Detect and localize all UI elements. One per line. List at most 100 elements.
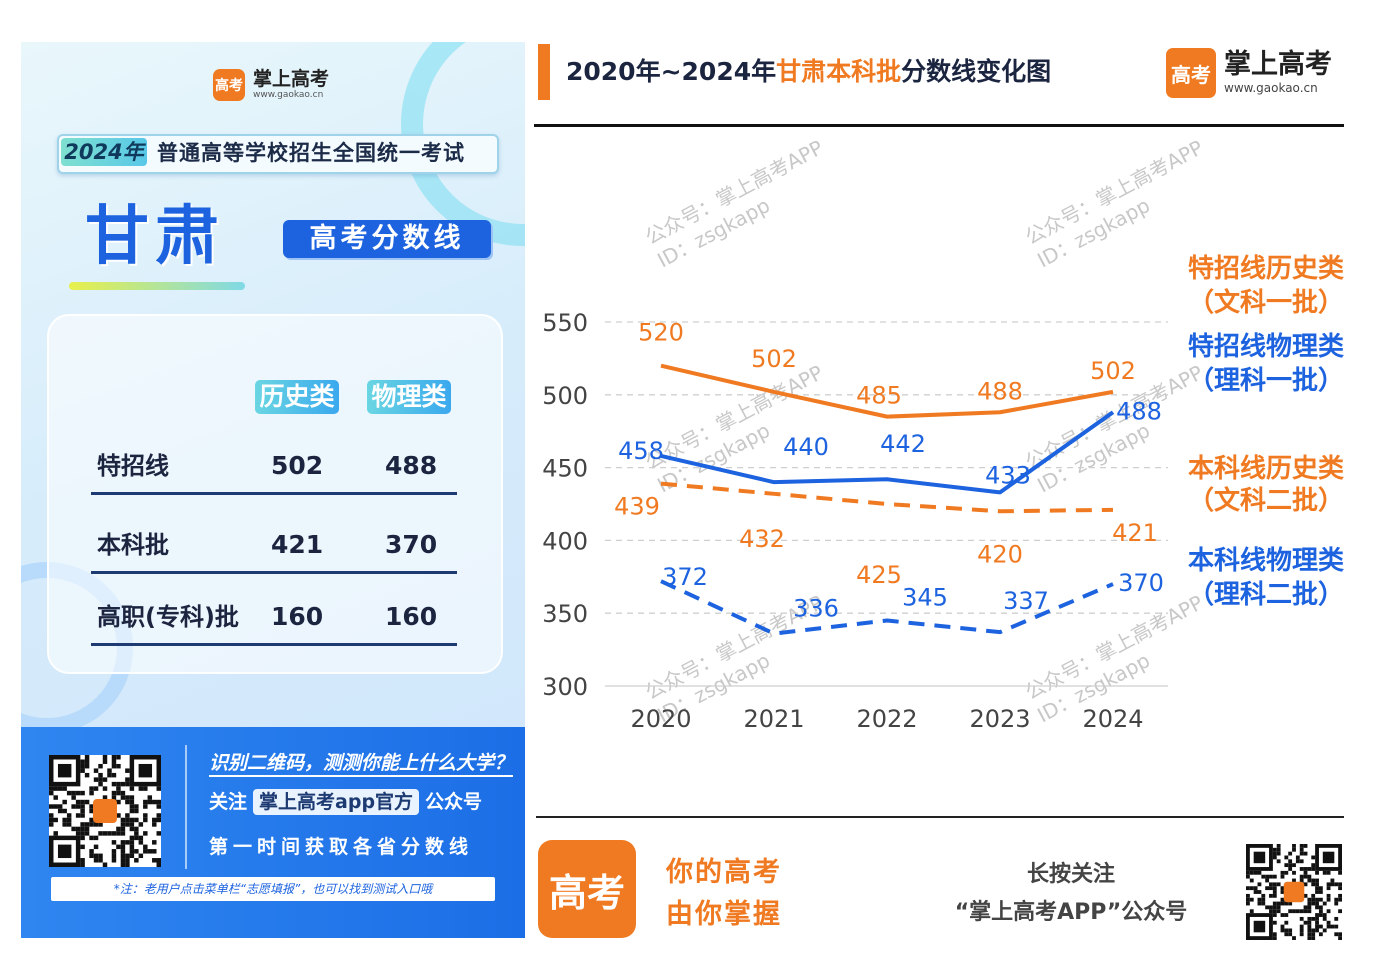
- title-post: 分数线变化图: [901, 57, 1052, 86]
- legend-label: 特招线物理类: [1188, 331, 1344, 362]
- legend-sublabel: （文科二批）: [1188, 485, 1344, 516]
- title-accent-bar: [538, 44, 550, 100]
- legend-sublabel: （文科一批）: [1188, 287, 1344, 318]
- col-history-badge: 历史类: [255, 380, 339, 414]
- footer-follow: 关注 掌上高考app官方 公众号: [209, 789, 482, 815]
- title-highlight: 甘肃本科批: [776, 57, 902, 86]
- gaokao-logo-icon: 高考: [213, 69, 245, 101]
- follow-prefix: 关注: [209, 791, 248, 813]
- legend-label: 特招线历史类: [1188, 253, 1344, 284]
- footer-rule: [536, 816, 1344, 818]
- follow-line1: 长按关注: [1026, 862, 1115, 887]
- footer-line3: 第一时间获取各省分数线: [209, 836, 474, 858]
- legend-label: 本科线物理类: [1188, 546, 1344, 576]
- data-label: 336: [793, 595, 839, 623]
- series-line: [660, 363, 1114, 419]
- x-tick-label: 2021: [743, 705, 804, 733]
- data-label: 337: [1003, 587, 1049, 615]
- exam-name: 普通高等学校招生全国统一考试: [157, 141, 465, 165]
- data-label: 421: [1112, 519, 1158, 547]
- follow-account: 掌上高考app官方: [253, 789, 420, 815]
- series-line: [660, 579, 1114, 636]
- data-label: 442: [880, 430, 926, 458]
- y-tick-label: 350: [542, 600, 588, 628]
- y-tick-label: 450: [542, 455, 588, 483]
- chart-title: 2020年~2024年甘肃本科批分数线变化图: [566, 52, 1051, 92]
- x-tick-label: 2022: [856, 705, 917, 733]
- row-physics-score: 370: [385, 530, 438, 559]
- data-label: 502: [751, 345, 797, 373]
- follow-suffix: 公众号: [425, 791, 483, 813]
- row-name: 本科批: [97, 531, 169, 559]
- poster-subtitle: 高考分数线: [283, 220, 491, 258]
- slogan: 你的高考 由你掌握: [666, 852, 782, 936]
- data-label: 458: [618, 437, 664, 465]
- data-label: 433: [985, 461, 1031, 489]
- row-history-score: 160: [271, 602, 324, 631]
- data-label: 370: [1118, 569, 1164, 597]
- data-label: 425: [856, 561, 902, 589]
- gaokao-logo-icon: 高考: [538, 840, 636, 938]
- x-tick-label: 2024: [1082, 705, 1143, 733]
- x-tick-label: 2023: [969, 705, 1030, 733]
- qr-code[interactable]: [1246, 844, 1342, 940]
- y-tick-label: 400: [542, 527, 588, 555]
- legend-sublabel: （理科一批）: [1188, 366, 1344, 396]
- header-rule: [534, 124, 1344, 127]
- data-label: 488: [977, 377, 1023, 405]
- col-physics-badge: 物理类: [367, 380, 451, 414]
- poster-footer: 识别二维码，测测你能上什么大学？ 关注 掌上高考app官方 公众号 第一时间获取…: [21, 727, 525, 938]
- footer-divider: [185, 745, 187, 869]
- province-underline: [69, 282, 245, 290]
- data-label: 440: [783, 433, 829, 461]
- exam-banner: 2024年 普通高等学校招生全国统一考试: [57, 134, 499, 174]
- slogan-line1: 你的高考: [666, 857, 782, 888]
- header-brand: 高考 掌上高考 www.gaokao.cn: [1166, 48, 1332, 98]
- exam-year: 2024年: [61, 138, 147, 166]
- legend-sublabel: （理科二批）: [1188, 580, 1344, 610]
- footer-cta: 识别二维码，测测你能上什么大学？: [209, 751, 514, 777]
- y-tick-label: 550: [542, 309, 588, 337]
- gaokao-logo-icon: 高考: [1166, 48, 1216, 98]
- data-label: 439: [614, 493, 660, 521]
- brand-url: www.gaokao.cn: [253, 90, 324, 100]
- y-tick-label: 500: [542, 382, 588, 410]
- brand-url: www.gaokao.cn: [1224, 81, 1318, 95]
- follow-text: 长按关注 “掌上高考APP”公众号: [936, 856, 1206, 932]
- data-label: 420: [977, 540, 1023, 568]
- row-physics-score: 160: [385, 602, 438, 631]
- legend-label: 本科线历史类: [1188, 454, 1344, 484]
- slogan-line2: 由你掌握: [666, 899, 782, 930]
- data-label: 345: [902, 583, 948, 611]
- row-physics-score: 488: [385, 451, 438, 480]
- row-history-score: 421: [271, 530, 324, 559]
- row-history-score: 502: [271, 451, 324, 480]
- row-name: 高职(专科)批: [97, 603, 239, 631]
- footer-note: *注：老用户点击菜单栏“志愿填报”，也可以找到测试入口哦: [51, 877, 495, 901]
- y-tick-label: 300: [542, 673, 588, 701]
- data-label: 520: [638, 319, 684, 347]
- brand-name: 掌上高考: [1224, 49, 1332, 80]
- qr-code[interactable]: [49, 755, 161, 867]
- data-label: 488: [1116, 397, 1162, 425]
- brand-name: 掌上高考: [253, 68, 330, 90]
- data-label: 485: [856, 382, 902, 410]
- series-line: [660, 410, 1115, 495]
- province-title: 甘肃: [85, 200, 225, 274]
- follow-line2: “掌上高考APP”公众号: [954, 900, 1188, 925]
- data-label: 502: [1090, 357, 1136, 385]
- score-row: 本科批 421 370: [91, 527, 457, 574]
- poster-brand: 高考 掌上高考 www.gaokao.cn: [213, 69, 329, 101]
- x-tick-label: 2020: [630, 705, 691, 733]
- data-label: 432: [739, 525, 785, 553]
- data-label: 372: [662, 563, 708, 591]
- series-line: [660, 481, 1114, 514]
- score-row: 特招线 502 488: [91, 448, 457, 495]
- score-row: 高职(专科)批 160 160: [91, 599, 457, 646]
- row-name: 特招线: [97, 452, 169, 480]
- title-pre: 2020年~2024年: [566, 57, 777, 86]
